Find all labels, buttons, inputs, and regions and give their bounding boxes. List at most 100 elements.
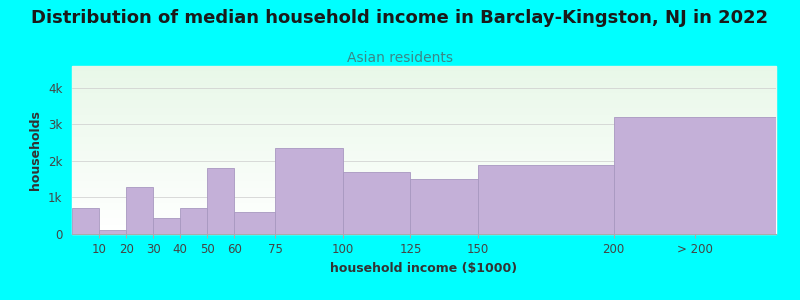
Bar xyxy=(72,132,776,133)
Bar xyxy=(72,131,776,132)
Bar xyxy=(72,90,776,91)
Bar xyxy=(478,165,614,234)
Bar xyxy=(72,228,776,229)
Bar xyxy=(410,179,478,234)
Bar xyxy=(180,208,207,234)
Y-axis label: households: households xyxy=(30,110,42,190)
Bar xyxy=(72,79,776,80)
Bar xyxy=(72,87,776,88)
Bar xyxy=(72,74,776,75)
Bar xyxy=(72,178,776,179)
Bar xyxy=(72,201,776,202)
Bar xyxy=(72,89,776,90)
Bar xyxy=(72,77,776,78)
Bar xyxy=(72,112,776,113)
Bar xyxy=(72,174,776,175)
Bar xyxy=(72,109,776,110)
Bar xyxy=(72,214,776,215)
Bar xyxy=(72,189,776,190)
Bar xyxy=(72,68,776,69)
Bar xyxy=(72,162,776,163)
Bar xyxy=(72,175,776,176)
Bar xyxy=(72,148,776,149)
Bar xyxy=(207,168,234,234)
Bar xyxy=(72,95,776,96)
Bar xyxy=(72,158,776,159)
Bar xyxy=(72,115,776,116)
Bar xyxy=(72,204,776,205)
Bar xyxy=(72,163,776,164)
Bar xyxy=(72,93,776,94)
Bar xyxy=(72,133,776,134)
Bar xyxy=(72,138,776,139)
Bar xyxy=(72,226,776,227)
Bar xyxy=(72,104,776,105)
Bar xyxy=(99,230,126,234)
Bar xyxy=(72,80,776,81)
Bar xyxy=(72,75,776,76)
Bar xyxy=(72,126,776,127)
Bar xyxy=(72,203,776,204)
Bar xyxy=(72,224,776,225)
Bar xyxy=(72,130,776,131)
Bar xyxy=(72,197,776,198)
Bar xyxy=(72,165,776,166)
Bar xyxy=(72,135,776,136)
Bar xyxy=(72,223,776,224)
Bar xyxy=(72,85,776,86)
Bar xyxy=(72,209,776,210)
Bar xyxy=(72,176,776,177)
Bar xyxy=(72,125,776,126)
Bar xyxy=(72,114,776,115)
Bar xyxy=(72,185,776,186)
Bar xyxy=(72,172,776,173)
Bar xyxy=(72,188,776,189)
Bar xyxy=(72,193,776,194)
Bar xyxy=(72,190,776,191)
Bar xyxy=(72,220,776,221)
Bar xyxy=(72,199,776,200)
Bar xyxy=(72,202,776,203)
Bar xyxy=(72,210,776,211)
Bar xyxy=(72,70,776,71)
Bar xyxy=(72,164,776,165)
Bar xyxy=(72,205,776,206)
Bar xyxy=(72,217,776,218)
Bar xyxy=(72,216,776,217)
Bar xyxy=(72,213,776,214)
Bar xyxy=(72,69,776,70)
Bar xyxy=(72,91,776,92)
Bar xyxy=(72,181,776,182)
Bar xyxy=(72,170,776,171)
Bar xyxy=(154,218,180,234)
Bar xyxy=(72,221,776,222)
Bar xyxy=(72,156,776,157)
Bar xyxy=(72,124,776,125)
Bar xyxy=(72,157,776,158)
Bar xyxy=(72,101,776,102)
Bar xyxy=(72,67,776,68)
Bar xyxy=(72,73,776,74)
Bar xyxy=(72,161,776,162)
Bar xyxy=(72,84,776,85)
Bar xyxy=(72,194,776,195)
Bar xyxy=(72,147,776,148)
Bar xyxy=(72,121,776,122)
Bar xyxy=(72,187,776,188)
Bar xyxy=(72,184,776,185)
Bar xyxy=(72,72,776,73)
Bar xyxy=(72,143,776,144)
Bar xyxy=(72,116,776,117)
Bar xyxy=(72,88,776,89)
Bar xyxy=(275,148,342,234)
Bar xyxy=(72,86,776,87)
Bar xyxy=(72,206,776,207)
Bar xyxy=(72,96,776,97)
Bar xyxy=(72,146,776,147)
Bar xyxy=(72,202,776,203)
Bar xyxy=(342,172,410,234)
Bar xyxy=(72,102,776,103)
X-axis label: household income ($1000): household income ($1000) xyxy=(330,262,518,275)
Bar xyxy=(72,145,776,146)
Bar xyxy=(72,208,99,234)
